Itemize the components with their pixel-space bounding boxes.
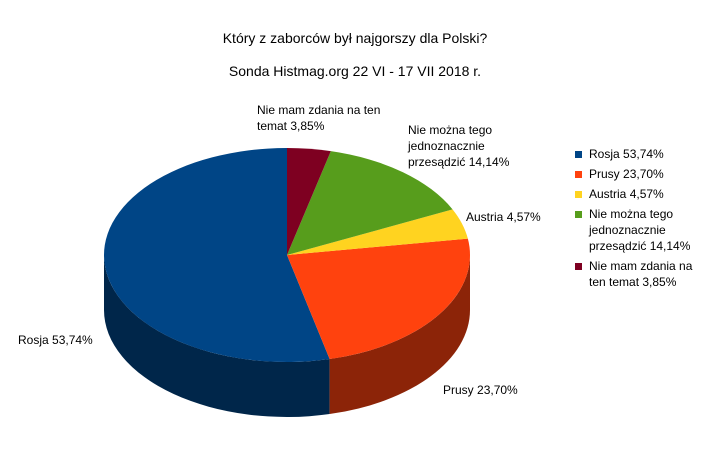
- slice-label-value: 23,70%: [477, 383, 518, 397]
- slice-label-value: 3,85%: [290, 119, 325, 133]
- slice-label-name: Nie można tego jednoznacznie przesądzić: [408, 123, 493, 169]
- legend-name: Nie można tego jednoznacznie przesądzić: [589, 207, 674, 253]
- slice: [287, 151, 453, 255]
- slice-label-value: 53,74%: [52, 333, 93, 347]
- legend-value: 23,70%: [623, 167, 664, 181]
- legend-name: Rosja: [589, 147, 620, 161]
- slice-label: Austria 4,57%: [466, 209, 566, 225]
- legend-value: 53,74%: [623, 147, 664, 161]
- legend-item: Rosja 53,74%: [575, 146, 700, 162]
- slice-side: [104, 255, 330, 418]
- slice-label-name: Prusy: [443, 383, 474, 397]
- legend-item: Austria 4,57%: [575, 186, 700, 202]
- slice-label: Rosja 53,74%: [18, 332, 138, 348]
- slice-label-value: 4,57%: [506, 210, 541, 224]
- slice-label: Nie można tego jednoznacznie przesądzić …: [408, 122, 518, 170]
- chart-subtitle: Sonda Histmag.org 22 VI - 17 VII 2018 r.: [228, 63, 482, 79]
- legend-swatch: [575, 211, 582, 218]
- slice-side: [329, 255, 470, 415]
- legend-value: 4,57%: [629, 187, 664, 201]
- slice-label-name: Nie mam zdania na ten temat: [257, 103, 381, 133]
- slice-label-value: 14,14%: [468, 155, 510, 169]
- slice-label-name: Austria: [466, 210, 504, 224]
- legend-swatch: [575, 191, 582, 198]
- legend-name: Austria: [589, 187, 627, 201]
- legend-swatch: [575, 263, 582, 270]
- slice: [287, 238, 470, 360]
- legend-name: Prusy: [589, 167, 620, 181]
- slice: [287, 209, 468, 255]
- slice: [287, 148, 331, 255]
- chart-title: Który z zaborców był najgorszy dla Polsk…: [222, 30, 488, 46]
- legend-item: Prusy 23,70%: [575, 166, 700, 182]
- legend-value: 3,85%: [642, 275, 677, 289]
- legend-value: 14,14%: [649, 239, 691, 253]
- legend-name: Nie mam zdania na ten temat: [589, 259, 693, 289]
- legend: Rosja 53,74% Prusy 23,70% Austria 4,57% Nie…: [575, 146, 700, 294]
- legend-swatch: [575, 151, 582, 158]
- slice: [104, 148, 330, 362]
- legend-swatch: [575, 171, 582, 178]
- slice-label: Nie mam zdania na ten temat 3,85%: [257, 102, 382, 134]
- legend-item: Nie można tego jednoznacznie przesądzić …: [575, 206, 700, 254]
- slice-label-name: Rosja: [18, 333, 49, 347]
- legend-item: Nie mam zdania na ten temat 3,85%: [575, 258, 700, 290]
- slice-label: Prusy 23,70%: [443, 382, 563, 398]
